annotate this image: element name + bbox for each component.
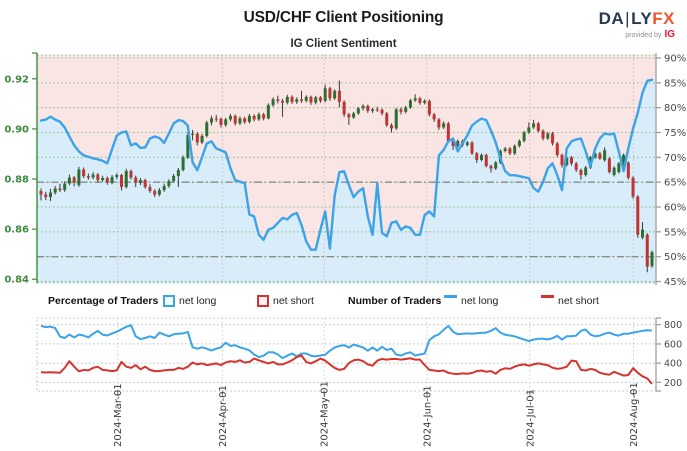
- chart-legend: Percentage of Traders net long net short…: [0, 295, 687, 313]
- traders-axis-right: 800 600 400 200: [655, 317, 682, 392]
- legend-num-net-short: net short: [558, 295, 599, 307]
- svg-text:70%: 70%: [664, 153, 686, 164]
- svg-text:0.90: 0.90: [4, 124, 29, 135]
- svg-text:200: 200: [664, 378, 682, 389]
- traders-net-short-line: [40, 354, 653, 385]
- legend-pct-net-short: net short: [273, 295, 314, 307]
- net-long-square-icon: [163, 295, 175, 307]
- svg-text:0.88: 0.88: [4, 175, 29, 186]
- svg-text:2024-Jul-01: 2024-Jul-01: [525, 389, 536, 447]
- traders-chart: [36, 317, 657, 392]
- svg-text:800: 800: [664, 320, 682, 331]
- svg-text:0.92: 0.92: [4, 74, 29, 85]
- svg-text:0.86: 0.86: [4, 225, 29, 236]
- net-long-percent-line: [39, 78, 654, 251]
- percent-axis-right: 45% 50% 55% 60% 65% 70% 75% 80% 85% 90%: [655, 53, 686, 288]
- svg-text:60%: 60%: [664, 203, 686, 214]
- svg-text:85%: 85%: [664, 78, 686, 89]
- svg-text:2024-Jun-01: 2024-Jun-01: [423, 385, 434, 447]
- svg-text:65%: 65%: [664, 178, 686, 189]
- date-axis: 2024-Mar-01 2024-Apr-01 2024-May-01 2024-Ju…: [113, 381, 640, 447]
- net-short-dash-icon: [541, 295, 554, 298]
- svg-text:45%: 45%: [664, 277, 686, 288]
- net-short-square-icon: [257, 295, 269, 307]
- ig-logo: IG: [664, 29, 675, 40]
- legend-percentage-header: Percentage of Traders: [48, 295, 159, 307]
- legend-pct-net-long: net long: [179, 295, 217, 307]
- provided-by-text: provided by IG: [625, 29, 675, 40]
- legend-number-header: Number of Traders: [348, 295, 442, 307]
- net-long-dash-icon: [444, 295, 457, 298]
- svg-text:80%: 80%: [664, 103, 686, 114]
- svg-text:50%: 50%: [664, 252, 686, 263]
- svg-text:2024-Apr-01: 2024-Apr-01: [218, 385, 229, 447]
- legend-num-net-long: net long: [461, 295, 499, 307]
- price-axis-left: 0.84 0.86 0.88 0.90 0.92: [4, 52, 38, 286]
- traders-net-long-line: [40, 324, 653, 360]
- dailyfx-wordmark: DA|LYFX: [598, 9, 675, 28]
- svg-text:0.84: 0.84: [4, 275, 29, 286]
- svg-text:90%: 90%: [664, 53, 686, 64]
- fx-wordmark: FX: [652, 9, 675, 28]
- svg-text:400: 400: [664, 359, 682, 370]
- page-title: USD/CHF Client Positioning: [243, 9, 444, 26]
- chart-title: IG Client Sentiment: [290, 38, 397, 50]
- svg-text:2024-May-01: 2024-May-01: [320, 381, 331, 447]
- svg-text:55%: 55%: [664, 227, 686, 238]
- svg-text:2024-Aug-01: 2024-Aug-01: [629, 382, 640, 447]
- dailyfx-logo: DA|LYFX provided by IG: [599, 10, 675, 40]
- svg-text:2024-Mar-01: 2024-Mar-01: [113, 383, 124, 447]
- svg-text:75%: 75%: [664, 128, 686, 139]
- svg-text:600: 600: [664, 339, 682, 350]
